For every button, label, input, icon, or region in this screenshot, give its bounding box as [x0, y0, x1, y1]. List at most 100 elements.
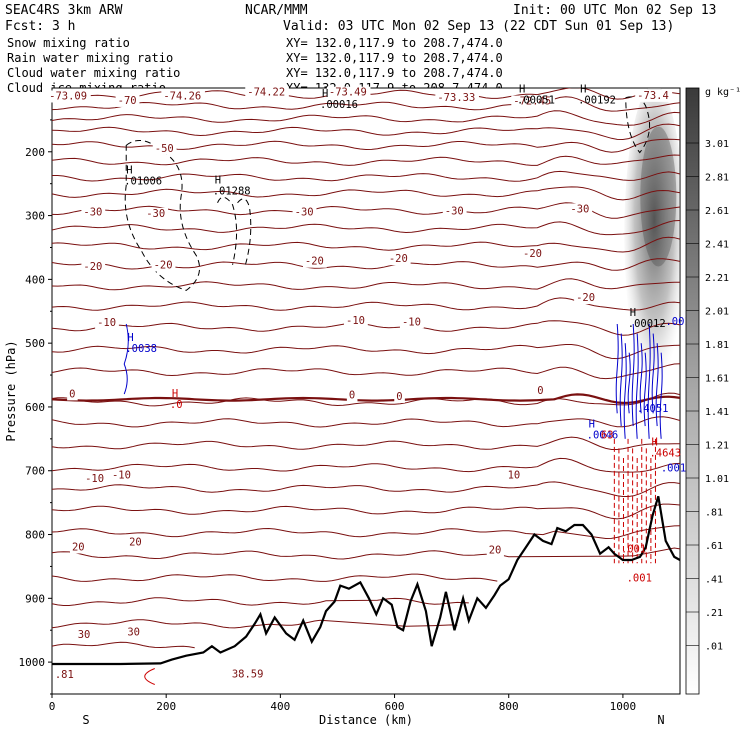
contour-label-bg: [346, 389, 358, 402]
maximum-value: .001: [665, 316, 690, 328]
contour-label-bg: [399, 316, 424, 329]
temperature-contour: [52, 110, 680, 126]
maximum-value: 63: [601, 430, 614, 442]
contour-label-bg: [151, 259, 176, 272]
maximum-marker: H: [630, 307, 636, 319]
legend-xy-snow: XY= 132.0,117.9 to 208.7,474.0: [286, 36, 503, 50]
temperature-contour: [52, 363, 680, 380]
contour-label: -20: [154, 260, 173, 272]
temperature-contour: [52, 503, 680, 520]
contour-label-bg: [521, 248, 545, 261]
contour-label-bg: [574, 292, 598, 305]
legend-name-rain: Rain water mixing ratio: [7, 51, 173, 65]
temperature-contours: [52, 88, 680, 649]
contour-label: 0: [69, 388, 75, 400]
colorbar-tick-label: 3.01: [705, 139, 729, 150]
maximum-value: .4051: [637, 403, 669, 415]
contour-label-bg: [568, 203, 593, 216]
temperature-contour: [52, 416, 680, 428]
colorbar-tick-label: .01: [705, 642, 723, 653]
contour-label: -10: [112, 469, 131, 481]
contour-label: -73.49: [329, 87, 367, 99]
cloud-water-contour: [631, 323, 635, 427]
contour-label-bg: [394, 390, 405, 403]
contour-label-bg: [505, 469, 523, 482]
cloud-water-contour: [651, 333, 655, 414]
contour-label-bg: [81, 206, 106, 219]
contour-label: -70: [118, 95, 137, 107]
maximum-marker: H: [589, 419, 595, 431]
legend-xy-rain: XY= 132.0,117.9 to 208.7,474.0: [286, 51, 503, 65]
contour-label: -30: [295, 207, 314, 219]
cloud-water-contour: [643, 352, 647, 427]
contour-label-bg: [326, 86, 371, 99]
contour-label-bg: [52, 669, 77, 682]
temperature-contour: [52, 123, 680, 141]
contour-label-bg: [144, 207, 168, 220]
init-time: Init: 00 UTC Mon 02 Sep 13: [513, 3, 717, 18]
contour-label-bg: [635, 89, 673, 102]
temperature-contour: [52, 392, 680, 407]
colorbar-tick-label: 2.01: [705, 307, 729, 318]
contour-label-bg: [442, 205, 467, 218]
contour-label: -30: [570, 203, 589, 215]
contour-label: 20: [489, 545, 502, 557]
rain-water-contour-west: [144, 668, 155, 685]
colorbar-tick-label: 1.41: [705, 407, 729, 418]
cloud-water-contour: [647, 323, 651, 439]
maximum-value: .0046: [587, 430, 619, 442]
temperature-contour: [52, 220, 680, 236]
contour-label: -74.22: [247, 87, 285, 99]
contour-label-bg: [81, 260, 106, 273]
cloud-water-contour-west: [123, 323, 129, 395]
colorbar-tick-label: 2.61: [705, 206, 729, 217]
contour-label-bg: [292, 206, 317, 219]
colorbar-tick-label: 2.21: [705, 273, 729, 284]
forecast-hour: Fcst: 3 h: [5, 19, 75, 34]
contour-label-bg: [67, 388, 78, 401]
maximum-value: .01288: [213, 185, 251, 197]
maximum-marker: H: [519, 84, 525, 96]
model-title: SEAC4RS 3km ARW: [5, 3, 123, 18]
contour-labels: -73.09 -70 -74.26 -74.22 -73.49 -73.33 -72.45 -…: [47, 86, 673, 682]
contour-label-bg: [535, 385, 546, 398]
maximum-marker: H: [127, 332, 133, 344]
maximum-marker: H: [126, 165, 132, 177]
temperature-contour: [52, 278, 680, 291]
contour-label: -30: [445, 205, 464, 217]
contour-label: -73.33: [437, 92, 475, 104]
contour-label: .81: [55, 669, 74, 681]
x-tick-label: 800: [499, 700, 519, 713]
hydrometeor-contours: [123, 96, 663, 685]
contour-label: -10: [85, 473, 104, 485]
contour-label-bg: [511, 95, 555, 108]
maximum-value: .001: [621, 544, 646, 556]
x-tick-label: 600: [385, 700, 405, 713]
contour-label-bg: [115, 94, 140, 107]
colorbar: g kg⁻¹ 3.01 2.81 2.61 2.41 2.21 2.01 1.81 1.61 1…: [685, 87, 740, 695]
temperature-contour: [52, 641, 195, 649]
contour-label-bg: [109, 469, 134, 482]
pressure-axis: 200 300 400 500 600 700 800 900 1000: [19, 119, 52, 695]
center-title: NCAR/MMM: [245, 3, 308, 18]
contour-label: -73.09: [49, 90, 87, 102]
contour-label: 30: [78, 629, 91, 641]
temperature-contour: [52, 154, 680, 166]
contour-label: 20: [72, 541, 85, 553]
contour-label: 0: [537, 385, 543, 397]
contour-label: -10: [346, 315, 365, 327]
snow-plume-shading: [624, 88, 680, 385]
temperature-contour: [52, 619, 458, 629]
contour-label-bg: [95, 316, 119, 329]
legend-xy-cloud-water: XY= 132.0,117.9 to 208.7,474.0: [286, 66, 503, 80]
contour-label: -72.45: [513, 96, 551, 108]
cloud-water-contour: [619, 333, 623, 427]
maximum-marker: H: [651, 436, 657, 448]
legend-name-cloud-water: Cloud water mixing ratio: [7, 66, 180, 80]
maximum-marker: H: [172, 388, 178, 400]
contour-label-bg: [125, 626, 143, 639]
contour-label-bg: [75, 628, 93, 641]
contour-label: -20: [305, 256, 324, 268]
maximum-value: .00192: [578, 95, 616, 107]
